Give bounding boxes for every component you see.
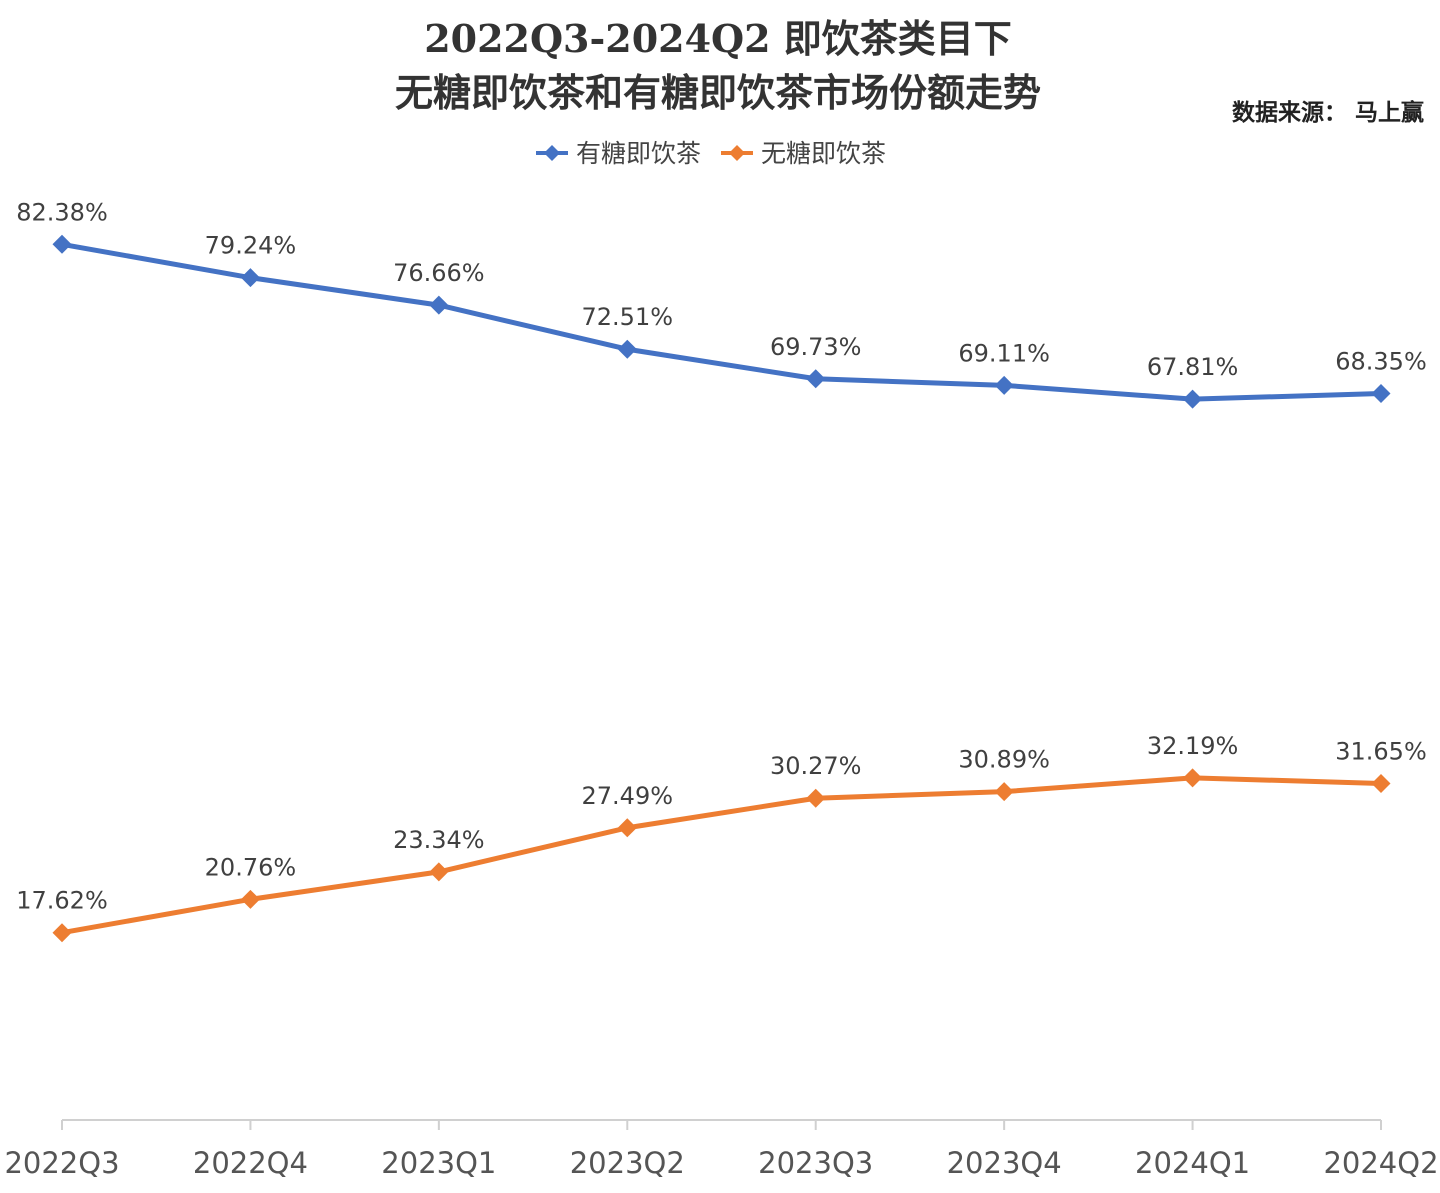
- data-label: 20.76%: [205, 853, 297, 881]
- data-point: [1183, 768, 1203, 788]
- plot-area: 82.38% 79.24% 76.66% 72.51% 69.73% 69.11% 67.8…: [16, 198, 1427, 943]
- data-label: 69.11%: [958, 339, 1050, 367]
- legend-marker: [729, 145, 745, 161]
- data-label: 79.24%: [205, 232, 297, 260]
- data-point: [52, 234, 72, 254]
- data-label: 68.35%: [1335, 347, 1427, 375]
- series-line: [59, 775, 1384, 936]
- series-line: [59, 241, 1384, 402]
- data-point: [994, 375, 1014, 395]
- chart-title: 2022Q3-2024Q2 即饮茶类目下: [424, 16, 1012, 61]
- data-point: [240, 268, 260, 288]
- data-point: [994, 782, 1014, 802]
- chart-subtitle: 无糖即饮茶和有糖即饮茶市场份额走势: [395, 70, 1041, 115]
- x-axis: 2022Q3 2022Q4 2023Q1 2023Q2 2023Q3 2023Q4 2024…: [4, 1119, 1439, 1180]
- data-point: [1183, 389, 1203, 409]
- data-label: 82.38%: [16, 198, 108, 226]
- data-point: [1371, 774, 1391, 794]
- x-tick-label: 2024Q1: [1135, 1146, 1250, 1180]
- data-point: [240, 889, 260, 909]
- data-label: 23.34%: [393, 826, 485, 854]
- x-tick-label: 2024Q2: [1323, 1146, 1438, 1180]
- data-point: [617, 818, 637, 838]
- data-point: [617, 339, 637, 359]
- data-point: [1371, 383, 1391, 403]
- x-tick-label: 2023Q3: [758, 1146, 873, 1180]
- data-point: [806, 788, 826, 808]
- x-tick-label: 2022Q3: [4, 1146, 119, 1180]
- series-2: 17.62% 20.76% 23.34% 27.49% 30.27% 30.89% 32.1…: [16, 732, 1427, 943]
- series-1: 82.38% 79.24% 76.66% 72.51% 69.73% 69.11% 67.8…: [16, 198, 1427, 409]
- x-tick-label: 2023Q4: [947, 1146, 1062, 1180]
- data-point: [429, 295, 449, 315]
- legend-item: 有糖即饮茶: [536, 139, 701, 168]
- data-label: 69.73%: [770, 333, 862, 361]
- legend-item: 无糖即饮茶: [721, 139, 886, 168]
- data-label: 67.81%: [1147, 353, 1239, 381]
- data-point: [52, 923, 72, 943]
- legend-label: 无糖即饮茶: [761, 139, 886, 168]
- data-label: 72.51%: [582, 303, 674, 331]
- data-label: 27.49%: [582, 782, 674, 810]
- data-point: [806, 369, 826, 389]
- data-label: 17.62%: [16, 887, 108, 915]
- x-tick-label: 2023Q2: [570, 1146, 685, 1180]
- x-tick-label: 2022Q4: [193, 1146, 308, 1180]
- data-label: 76.66%: [393, 259, 485, 287]
- data-label: 32.19%: [1147, 732, 1239, 760]
- data-source: 数据来源： 马上赢: [1232, 99, 1424, 126]
- legend-marker: [544, 145, 560, 161]
- legend-label: 有糖即饮茶: [576, 139, 701, 168]
- data-label: 30.27%: [770, 752, 862, 780]
- data-label: 30.89%: [958, 746, 1050, 774]
- legend: 有糖即饮茶 无糖即饮茶: [536, 139, 886, 168]
- data-label: 31.65%: [1335, 738, 1427, 766]
- x-tick-label: 2023Q1: [381, 1146, 496, 1180]
- data-point: [429, 862, 449, 882]
